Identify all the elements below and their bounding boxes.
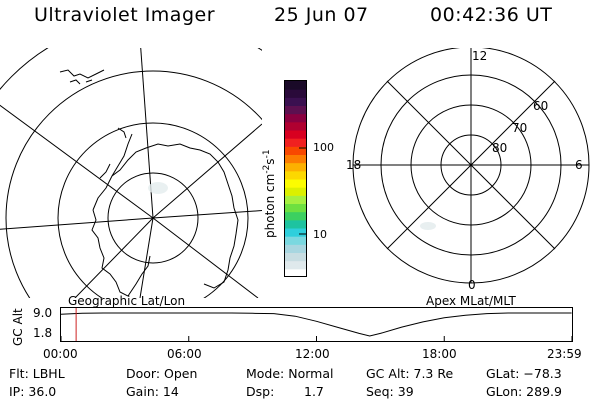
- apex-label: Apex MLat/MLT: [426, 294, 516, 308]
- colorbar-stripe: [285, 260, 307, 270]
- info-dsp-label: Dsp:: [246, 384, 275, 399]
- colorbar-stripe: [285, 81, 307, 90]
- geographic-map: [0, 48, 262, 298]
- mlt-label-0: 0: [468, 278, 476, 292]
- mlt-label-12: 12: [472, 49, 487, 63]
- colorbar-stripe: [285, 121, 307, 131]
- timeline-xtick-1: 06:00: [167, 347, 202, 361]
- mlat-label-80: 80: [492, 141, 507, 155]
- colorbar-stripe: [285, 252, 307, 262]
- colorbar-stripe: [285, 179, 307, 188]
- colorbar-stripe: [285, 268, 307, 278]
- timeline-xtick-4: 23:59: [547, 347, 582, 361]
- colorbar-stripe: [285, 113, 307, 123]
- colorbar-label: photon cm-2s-1: [262, 149, 277, 238]
- colorbar-stripe: [285, 170, 307, 180]
- colorbar-tick-10: 10: [313, 228, 327, 241]
- colorbar-stripe: [285, 203, 307, 213]
- magnetic-map: 12 18 6 0 60 70 80: [346, 48, 590, 292]
- timeline-ytick-high: 9.0: [33, 306, 53, 320]
- colorbar-tick-100: 100: [313, 141, 334, 154]
- geographic-label: Geographic Lat/Lon: [68, 294, 186, 308]
- altitude-curve: [60, 312, 572, 337]
- mlat-label-60: 60: [533, 99, 548, 113]
- mlt-label-18: 18: [346, 158, 361, 172]
- timeline-xtick-2: 12:00: [295, 347, 330, 361]
- info-ip: IP: 36.0: [9, 384, 57, 399]
- colorbar-stripe: [285, 138, 307, 147]
- timeline-ylabel: GC Alt: [11, 308, 25, 346]
- colorbar-stripe: [285, 187, 307, 196]
- colorbar-stripe: [285, 146, 307, 155]
- info-flt: Flt: LBHL: [9, 366, 65, 381]
- timeline-ytick-low: 1.8: [33, 326, 53, 340]
- timeline-xtick-3: 18:00: [422, 347, 457, 361]
- colorbar-stripe: [285, 219, 307, 229]
- altitude-timeline: [60, 307, 573, 342]
- mlt-label-6: 6: [575, 158, 583, 172]
- colorbar-stripe: [285, 154, 307, 164]
- mlat-label-70: 70: [512, 121, 527, 135]
- timeline-xtick-0: 00:00: [43, 347, 78, 361]
- colorbar-stripe: [285, 211, 307, 221]
- colorbar-stripe: [285, 130, 307, 139]
- colorbar-stripe: [285, 162, 307, 172]
- time-label: 00:42:36 UT: [430, 4, 553, 26]
- color-bar: [284, 80, 307, 278]
- colorbar-stripe: [285, 244, 307, 253]
- colorbar-stripe: [285, 228, 307, 237]
- instrument-title: Ultraviolet Imager: [34, 4, 216, 26]
- info-dsp-value: 1.7: [304, 384, 324, 399]
- info-mode: Mode: Normal: [246, 366, 334, 381]
- colorbar-stripe: [285, 89, 307, 98]
- date-label: 25 Jun 07: [274, 4, 369, 26]
- info-glon: GLon: 289.9: [486, 384, 562, 399]
- info-gain: Gain: 14: [126, 384, 179, 399]
- info-glat: GLat: −78.3: [486, 366, 562, 381]
- info-seq: Seq: 39: [366, 384, 414, 399]
- colorbar-stripe: [285, 105, 307, 115]
- colorbar-stripe: [285, 195, 307, 204]
- info-gcalt: GC Alt: 7.3 Re: [366, 366, 454, 381]
- info-door: Door: Open: [126, 366, 198, 381]
- colorbar-stripe: [285, 97, 307, 106]
- colorbar-stripe: [285, 236, 307, 245]
